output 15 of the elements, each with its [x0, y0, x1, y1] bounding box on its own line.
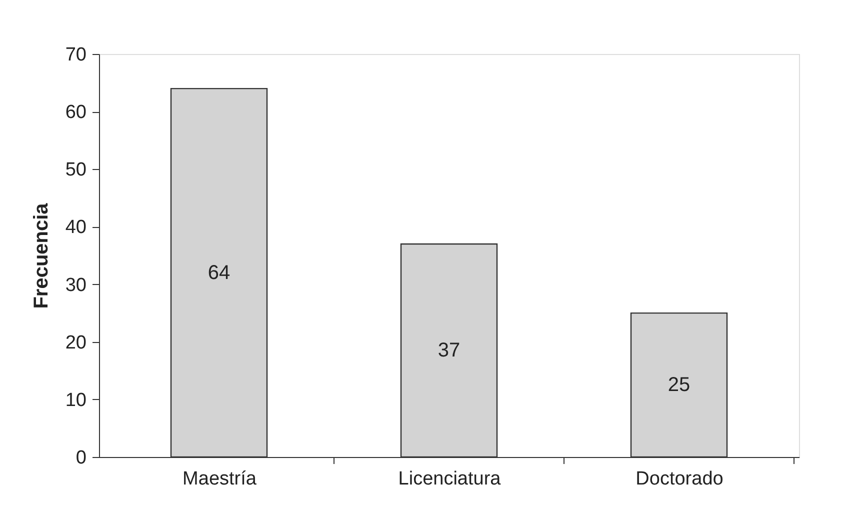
y-tick-label: 60	[65, 102, 86, 124]
y-tick-label: 70	[65, 44, 86, 66]
y-tick-label: 0	[76, 448, 86, 468]
y-tick-label: 20	[65, 332, 86, 354]
data-label: 37	[438, 339, 460, 362]
x-tick-label: Licenciatura	[398, 468, 502, 490]
y-tick-label: 50	[65, 160, 86, 181]
y-tick-label: 40	[65, 217, 86, 238]
x-tick-label: Doctorado	[636, 468, 724, 490]
y-axis-title: Frecuencia	[30, 202, 52, 309]
y-tick-label: 10	[65, 390, 86, 411]
data-label: 64	[208, 262, 230, 284]
x-tick-label: Maestría	[182, 468, 257, 490]
data-label: 25	[668, 374, 690, 396]
y-tick-label: 30	[65, 274, 86, 296]
